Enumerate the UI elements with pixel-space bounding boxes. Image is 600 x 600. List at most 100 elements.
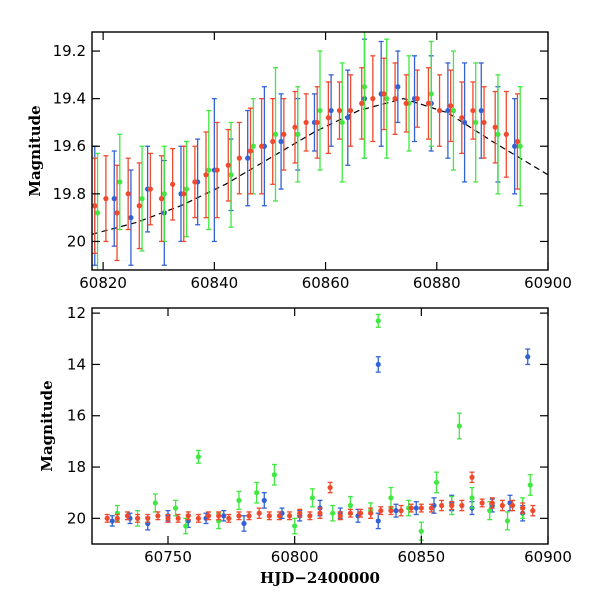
bottom-y-tick-label: 16 <box>67 407 86 425</box>
bottom-series-2-point <box>347 508 353 518</box>
bottom-series-1-point <box>292 517 298 535</box>
top-series-2-point <box>448 69 454 143</box>
bottom-series-0-point <box>241 515 247 532</box>
bottom-series-1-point <box>469 486 475 509</box>
bottom-series-1-point <box>173 499 179 517</box>
bottom-series-2-point <box>155 511 161 521</box>
top-y-tick-label: 19.8 <box>53 185 86 203</box>
top-series-2-point <box>436 74 443 147</box>
top-panel-ticks: 60820 60840 60860 60880 60900 19.2 19.4 19.6 19.… <box>53 32 572 292</box>
top-series-2-point <box>303 93 309 152</box>
top-series-2-point <box>192 145 198 219</box>
top-series-2-point <box>425 67 432 140</box>
bottom-series-1-point <box>527 474 533 496</box>
bottom-series-0-point <box>261 492 267 509</box>
top-series-0-point <box>245 109 251 207</box>
bottom-series-2-point <box>145 513 151 523</box>
bottom-series-2-point <box>185 511 191 521</box>
bottom-series-2-point <box>530 504 536 517</box>
bottom-series-2-point <box>357 508 364 518</box>
top-series-2-point <box>292 90 298 164</box>
top-series-2-point <box>381 57 387 131</box>
top-x-tick-label: 60820 <box>79 274 127 292</box>
bottom-series-2-point <box>388 506 394 516</box>
bottom-series-1-point <box>195 449 201 464</box>
bottom-series-1-point <box>309 488 315 508</box>
top-series-0-point <box>395 50 401 124</box>
top-series-1-point <box>384 38 390 159</box>
bottom-series-0-point <box>393 503 399 518</box>
bottom-series-2-point <box>368 507 374 519</box>
top-series-1-point <box>183 140 190 238</box>
top-series-2-point <box>359 67 365 140</box>
top-series-1-point <box>495 74 501 195</box>
top-series-2-point <box>392 62 398 135</box>
bottom-series-2-point <box>489 497 495 509</box>
bottom-series-2-point <box>276 511 283 521</box>
top-series-0-point <box>278 93 284 190</box>
top-series-2-point <box>259 97 265 195</box>
top-panel-zoomed-light-curve: 60820 60840 60860 60880 60900 19.2 19.4 19.6 19.… <box>26 31 572 292</box>
bottom-series-2-point <box>509 499 516 512</box>
top-series-2-point <box>203 131 209 219</box>
top-series-2-point <box>370 55 376 143</box>
top-series-2-point <box>247 107 254 195</box>
bottom-series-2-point <box>195 513 201 523</box>
top-series-2-point <box>170 147 176 221</box>
top-series-2-point <box>92 157 98 254</box>
bottom-series-1-point <box>375 313 381 328</box>
top-series-2-point <box>503 90 509 178</box>
top-series-2-point <box>181 145 187 243</box>
top-series-2-point <box>136 162 142 250</box>
bottom-series-2-point <box>378 506 384 516</box>
bottom-series-1-point <box>254 481 260 504</box>
bottom-series-2-point <box>398 504 404 517</box>
bottom-series-2-point <box>165 513 171 523</box>
top-series-1-point <box>361 32 368 159</box>
top-series-0-point <box>345 69 351 166</box>
bottom-panel-x-axis-title: HJD−2400000 <box>260 569 380 587</box>
bottom-series-0-point <box>109 515 115 527</box>
bottom-series-2-point <box>246 511 252 521</box>
bottom-series-2-point <box>439 499 445 512</box>
top-series-1-point <box>228 121 234 228</box>
bottom-series-1-point <box>183 517 189 535</box>
bottom-series-2-point <box>175 513 181 523</box>
bottom-y-tick-label: 12 <box>67 304 86 322</box>
bottom-series-2-point <box>236 511 242 521</box>
top-series-2-point <box>470 81 476 140</box>
top-series-0-point <box>111 150 117 247</box>
bottom-series-1-point <box>271 463 277 486</box>
top-series-2-point <box>158 155 165 243</box>
top-series-1-point <box>206 109 212 231</box>
top-series-2-point <box>347 74 354 147</box>
bottom-series-2-point <box>135 513 141 523</box>
bottom-y-tick-label: 20 <box>67 509 86 527</box>
top-series-2-point <box>236 121 242 195</box>
bottom-series-2-point <box>297 508 303 518</box>
top-series-2-point <box>147 152 153 226</box>
bottom-x-tick-label: 60750 <box>144 548 192 566</box>
top-series-2-point <box>314 86 320 159</box>
bottom-series-0-point <box>221 510 227 522</box>
top-series-0-point <box>328 74 334 147</box>
bottom-series-2-point <box>317 507 323 519</box>
bottom-series-2-point <box>408 503 414 513</box>
top-x-tick-label: 60860 <box>302 274 350 292</box>
bottom-series-1-point <box>330 504 336 522</box>
bottom-series-2-point <box>428 503 435 513</box>
top-x-tick-label: 60900 <box>524 274 572 292</box>
top-y-tick-label: 19.2 <box>53 42 86 60</box>
bottom-series-2-point <box>520 502 526 514</box>
top-series-1-point <box>295 86 301 183</box>
bottom-series-0-point <box>375 512 381 530</box>
top-x-tick-label: 60840 <box>190 274 238 292</box>
bottom-series-2-point <box>418 503 424 513</box>
bottom-series-0-point <box>413 501 419 516</box>
bottom-series-1-point <box>504 511 511 531</box>
top-series-2-point <box>325 81 331 155</box>
top-series-2-point <box>403 74 409 133</box>
top-series-2-point <box>281 97 287 171</box>
top-series-2-point <box>514 93 521 190</box>
top-series-1-point <box>117 133 123 231</box>
